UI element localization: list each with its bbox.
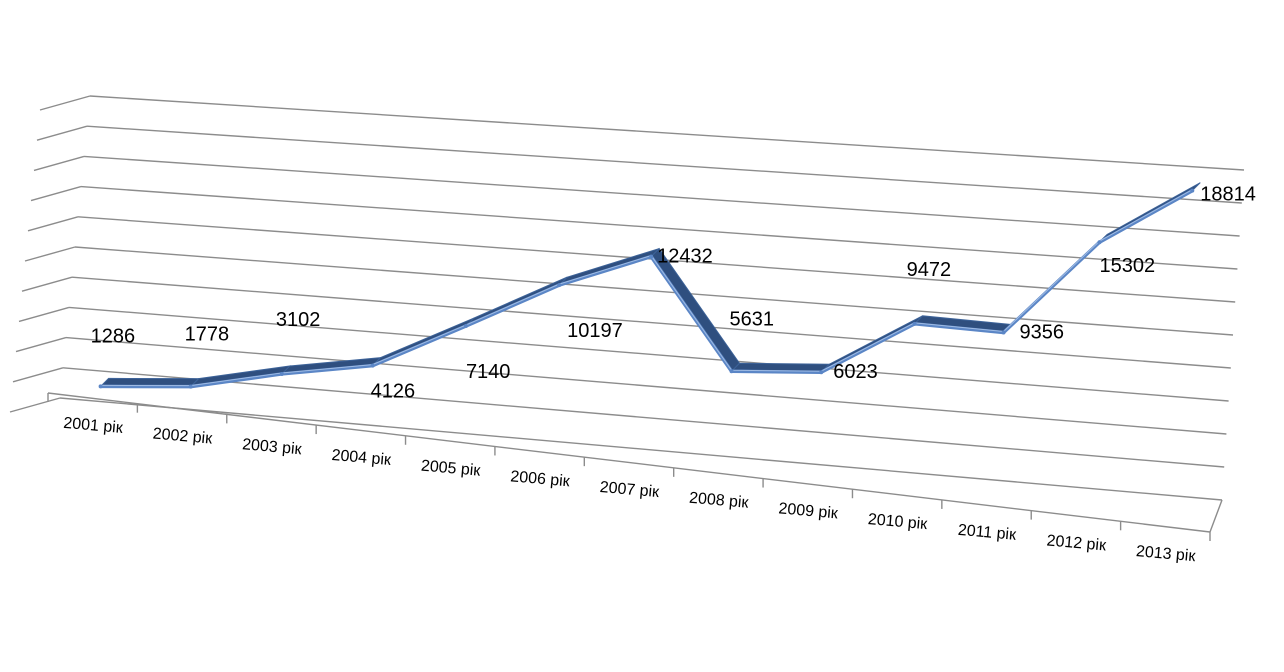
data-label: 5631 xyxy=(730,308,775,330)
gridline xyxy=(59,397,1223,501)
gridline xyxy=(89,95,1245,171)
gridline xyxy=(68,306,1229,402)
gridline-depth xyxy=(24,246,76,262)
data-label: 6023 xyxy=(833,361,878,383)
data-point xyxy=(463,324,468,329)
data-point xyxy=(1190,188,1195,193)
gridline-depth xyxy=(12,367,64,383)
data-point xyxy=(370,363,375,368)
x-tick-label: 2012 рік xyxy=(1046,532,1108,554)
data-point xyxy=(557,283,562,288)
gridline xyxy=(62,367,1225,468)
series-line-front xyxy=(100,189,1194,389)
x-tick-label: 2013 рік xyxy=(1135,543,1197,565)
data-point xyxy=(98,384,103,389)
gridline-depth xyxy=(33,155,85,172)
data-label: 4126 xyxy=(371,381,416,403)
x-tick-label: 2006 рік xyxy=(510,468,572,490)
x-tick-labels: 2001 рік 2002 рік 2003 рік 2004 рік 2005 рік… xyxy=(63,415,1197,566)
data-point xyxy=(912,321,917,326)
data-label: 18814 xyxy=(1200,184,1256,206)
gridline-depth xyxy=(30,185,82,202)
gridline-depth xyxy=(36,125,88,141)
x-tick-label: 2002 рік xyxy=(152,425,214,447)
gridline xyxy=(80,185,1238,270)
x-tick-label: 2001 рік xyxy=(63,415,125,437)
data-label: 9356 xyxy=(1020,322,1065,344)
gridline xyxy=(83,155,1240,237)
x-tick-label: 2008 рік xyxy=(688,490,750,512)
gridline xyxy=(86,125,1242,204)
data-point xyxy=(729,369,734,374)
data-label: 1286 xyxy=(91,325,136,347)
data-label: 12432 xyxy=(657,246,713,268)
data-label: 15302 xyxy=(1099,255,1155,277)
gridline-depth xyxy=(15,336,67,353)
data-point xyxy=(1001,330,1006,335)
data-point xyxy=(649,254,654,259)
gridline xyxy=(74,246,1234,336)
data-label: 7140 xyxy=(466,361,511,383)
data-label: 3102 xyxy=(276,309,321,331)
gridline-depth xyxy=(21,276,73,292)
data-label: 10197 xyxy=(567,320,623,342)
data-point xyxy=(188,384,193,389)
series-line-highlight xyxy=(100,189,1193,387)
x-tick-label: 2004 рік xyxy=(331,447,393,469)
floor-depth-edge xyxy=(1209,499,1223,533)
gridline-depth xyxy=(9,397,61,413)
gridline-depth xyxy=(27,216,79,232)
data-label: 9472 xyxy=(907,259,952,281)
series-line xyxy=(98,182,1201,389)
x-axis xyxy=(47,392,1223,541)
data-point xyxy=(1097,240,1102,245)
x-tick-label: 2010 рік xyxy=(867,511,929,533)
x-tick-label: 2005 рік xyxy=(420,458,482,480)
x-tick-label: 2007 рік xyxy=(599,479,661,501)
gridline-depth xyxy=(39,95,91,111)
x-axis-line xyxy=(47,392,1211,533)
data-label: 1778 xyxy=(185,324,230,346)
gridline xyxy=(71,276,1231,369)
x-tick-label: 2009 рік xyxy=(778,500,840,522)
data-labels: 1286 1778 3102 4126 7140 10197 12432 5631 6023 94… xyxy=(91,184,1256,403)
data-point xyxy=(279,371,284,376)
x-tick-label: 2003 рік xyxy=(241,436,303,458)
gridline xyxy=(65,336,1227,435)
gridline-depth xyxy=(18,306,70,323)
data-point xyxy=(819,370,824,375)
x-tick-label: 2011 рік xyxy=(957,522,1018,544)
